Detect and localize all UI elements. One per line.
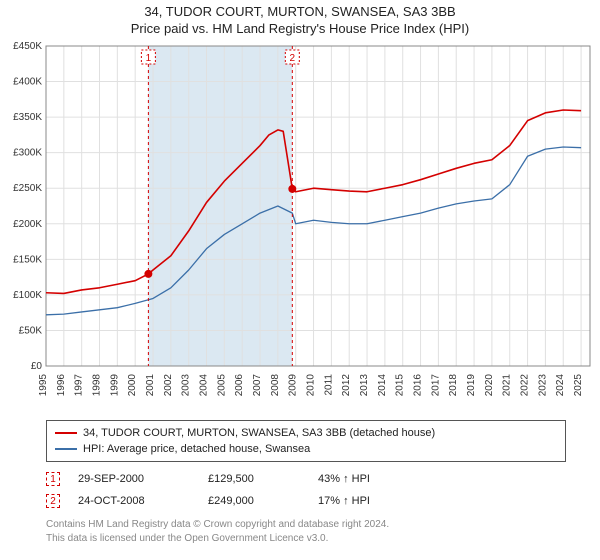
sale-row: 1 29-SEP-2000 £129,500 43% ↑ HPI	[46, 468, 600, 490]
sale-marker-icon: 2	[46, 494, 60, 508]
sale-row: 2 24-OCT-2008 £249,000 17% ↑ HPI	[46, 490, 600, 512]
svg-text:2001: 2001	[145, 374, 156, 397]
footnote-line: This data is licensed under the Open Gov…	[46, 532, 590, 546]
svg-text:1: 1	[146, 53, 152, 64]
svg-text:2023: 2023	[537, 374, 548, 397]
svg-text:2020: 2020	[484, 374, 495, 397]
svg-text:2005: 2005	[216, 374, 227, 397]
sale-diff: 17% ↑ HPI	[318, 495, 428, 507]
svg-text:2025: 2025	[573, 374, 584, 397]
sale-date: 29-SEP-2000	[78, 473, 208, 485]
svg-text:1998: 1998	[92, 374, 103, 397]
chart-svg: £0 £50K £100K £150K £200K £250K £300K £350K £400…	[0, 36, 600, 416]
footnote-line: Contains HM Land Registry data © Crown c…	[46, 518, 590, 532]
svg-text:1996: 1996	[56, 374, 67, 397]
svg-text:2009: 2009	[288, 374, 299, 397]
title-subtitle: Price paid vs. HM Land Registry's House …	[0, 21, 600, 36]
svg-text:£450K: £450K	[13, 41, 42, 52]
sale-price: £249,000	[208, 495, 318, 507]
svg-text:£0: £0	[31, 361, 43, 372]
legend-item: 34, TUDOR COURT, MURTON, SWANSEA, SA3 3B…	[55, 425, 557, 441]
svg-text:£350K: £350K	[13, 112, 42, 123]
title-address: 34, TUDOR COURT, MURTON, SWANSEA, SA3 3B…	[0, 4, 600, 19]
svg-text:2022: 2022	[520, 374, 531, 397]
svg-text:2011: 2011	[323, 374, 334, 396]
svg-text:1999: 1999	[109, 374, 120, 397]
svg-text:£50K: £50K	[19, 325, 43, 336]
svg-text:£150K: £150K	[13, 254, 42, 265]
svg-text:£100K: £100K	[13, 290, 42, 301]
svg-text:2002: 2002	[163, 374, 174, 397]
sale-marker-icon: 1	[46, 472, 60, 486]
svg-text:2: 2	[290, 53, 296, 64]
legend-item: HPI: Average price, detached house, Swan…	[55, 441, 557, 457]
svg-text:2018: 2018	[448, 374, 459, 397]
svg-text:2008: 2008	[270, 374, 281, 397]
svg-text:2016: 2016	[413, 374, 424, 397]
svg-text:£300K: £300K	[13, 148, 42, 159]
legend-swatch-icon	[55, 448, 77, 450]
chart-titles: 34, TUDOR COURT, MURTON, SWANSEA, SA3 3B…	[0, 0, 600, 36]
sale-date: 24-OCT-2008	[78, 495, 208, 507]
legend-swatch-icon	[55, 432, 77, 434]
svg-text:2021: 2021	[502, 374, 513, 397]
footnote: Contains HM Land Registry data © Crown c…	[46, 518, 590, 545]
svg-text:£200K: £200K	[13, 219, 42, 230]
legend-label: HPI: Average price, detached house, Swan…	[83, 441, 310, 457]
svg-text:£400K: £400K	[13, 77, 42, 88]
svg-text:2004: 2004	[199, 374, 210, 397]
svg-text:2003: 2003	[181, 374, 192, 397]
legend: 34, TUDOR COURT, MURTON, SWANSEA, SA3 3B…	[46, 420, 566, 462]
svg-text:2006: 2006	[234, 374, 245, 397]
sale-price: £129,500	[208, 473, 318, 485]
sales-table: 1 29-SEP-2000 £129,500 43% ↑ HPI 2 24-OC…	[46, 468, 600, 512]
svg-text:2019: 2019	[466, 374, 477, 397]
svg-text:2012: 2012	[341, 374, 352, 397]
figure-container: 34, TUDOR COURT, MURTON, SWANSEA, SA3 3B…	[0, 0, 600, 545]
svg-text:2017: 2017	[430, 374, 441, 397]
svg-text:2015: 2015	[395, 374, 406, 397]
svg-text:2007: 2007	[252, 374, 263, 397]
svg-text:2010: 2010	[306, 374, 317, 397]
svg-text:2013: 2013	[359, 374, 370, 397]
svg-text:1995: 1995	[38, 374, 49, 397]
svg-text:2000: 2000	[127, 374, 138, 397]
legend-label: 34, TUDOR COURT, MURTON, SWANSEA, SA3 3B…	[83, 425, 435, 441]
svg-text:£250K: £250K	[13, 183, 42, 194]
svg-text:2024: 2024	[555, 374, 566, 397]
chart-area: £0 £50K £100K £150K £200K £250K £300K £350K £400…	[0, 36, 600, 416]
svg-text:2014: 2014	[377, 374, 388, 397]
svg-text:1997: 1997	[74, 374, 85, 397]
sale-diff: 43% ↑ HPI	[318, 473, 428, 485]
